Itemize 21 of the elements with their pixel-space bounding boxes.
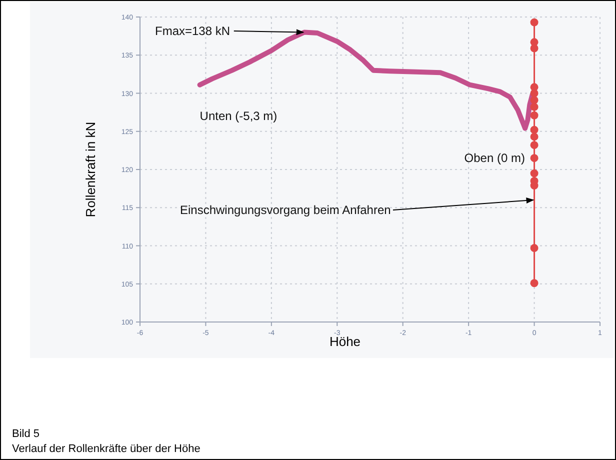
text: Verlauf der Rollenkräfte über der Höhe xyxy=(12,443,200,455)
x-axis-title: Höhe xyxy=(329,334,361,349)
point xyxy=(530,244,538,252)
annotation: Einschwingungsvorgang beim Anfahren xyxy=(180,203,391,217)
point xyxy=(530,132,538,141)
point xyxy=(530,154,538,162)
point xyxy=(530,18,538,26)
annotation: Oben (0 m) xyxy=(464,150,525,165)
point xyxy=(530,44,538,52)
point xyxy=(530,96,538,104)
point xyxy=(530,126,538,134)
point xyxy=(530,141,538,150)
y-axis-title: Rollenkraft in kN xyxy=(83,122,98,218)
point xyxy=(530,111,538,120)
annotation: Unten (-5,3 m) xyxy=(200,108,278,123)
point xyxy=(530,279,538,288)
point xyxy=(530,169,538,178)
text: Bild 5 xyxy=(12,428,40,440)
point xyxy=(530,89,538,98)
annotation: Fmax=138 kN xyxy=(155,24,230,38)
point xyxy=(530,102,538,111)
